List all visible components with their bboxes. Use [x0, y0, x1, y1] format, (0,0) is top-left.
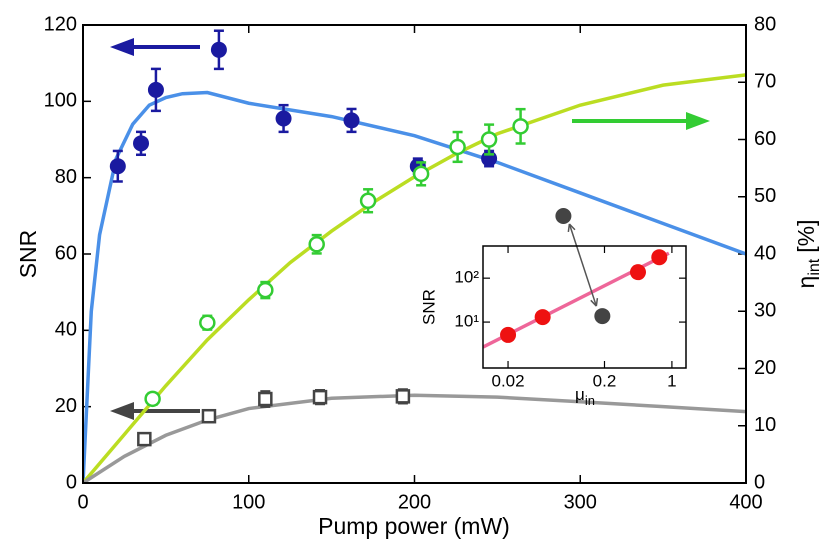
inset-x-tick-label: 0.2 [593, 371, 617, 390]
svg-text:ηint[%]: ηint [%] [793, 220, 823, 289]
arrow-head [590, 298, 599, 307]
y2-tick-label: 50 [754, 185, 776, 207]
y-tick-label: 20 [55, 395, 77, 417]
inset-x-tick-label: 0.02 [491, 371, 524, 390]
inset-y-tick-label: 10¹ [454, 312, 479, 331]
y2-label-unit: [%] [793, 220, 819, 253]
y-tick-label: 80 [55, 166, 77, 188]
marker [412, 165, 430, 183]
inset-x-label-sub: in [585, 393, 595, 408]
inset-background [483, 246, 686, 368]
x-tick-label: 400 [729, 491, 762, 513]
marker [480, 131, 498, 148]
marker [512, 118, 529, 135]
marker [199, 314, 216, 331]
x-tick-label: 0 [77, 491, 88, 513]
y2-tick-label: 30 [754, 300, 776, 322]
marker [144, 390, 161, 408]
marker [147, 81, 164, 98]
arrows [110, 38, 710, 420]
y-tick-label: 40 [55, 319, 77, 341]
fit-line [83, 393, 746, 483]
inset-y-tick-label: 10² [454, 268, 479, 287]
y-tick-label: 100 [44, 90, 77, 112]
y2-label-main: η [793, 276, 819, 289]
y-tick-label: 120 [44, 13, 77, 35]
marker [137, 431, 152, 447]
marker [343, 112, 360, 129]
marker [449, 138, 466, 156]
marker [258, 391, 273, 407]
marker [308, 236, 325, 253]
marker [534, 309, 551, 326]
marker [133, 135, 150, 152]
y2-tick-label: 0 [754, 471, 765, 493]
marker [201, 408, 217, 424]
fit-line [83, 90, 746, 483]
inset-x-label-main: μ [575, 385, 585, 404]
marker [500, 326, 517, 343]
marker [594, 308, 611, 325]
marker [629, 264, 646, 281]
inset-arrow [567, 223, 599, 307]
y2-tick-label: 20 [754, 357, 776, 379]
y2-tick-label: 60 [754, 128, 776, 150]
marker [257, 281, 274, 299]
y2-tick-label: 80 [754, 13, 776, 35]
y-axis-label: SNR [15, 230, 41, 279]
inset-frame [482, 245, 687, 369]
y-tick-label: 60 [55, 242, 77, 264]
marker [210, 41, 227, 58]
inset-x-label: μin [575, 385, 595, 408]
y2-tick-label: 10 [754, 414, 776, 436]
arrow-head [567, 223, 576, 233]
y2-tick-label: 70 [754, 71, 776, 93]
plot-frame [82, 24, 747, 484]
y2-axis-label: ηint [%] [793, 220, 823, 289]
marker [275, 110, 292, 127]
y-tick-label: 0 [66, 471, 77, 493]
x-tick-label: 200 [398, 491, 431, 513]
x-axis-label: Pump power (mW) [318, 513, 510, 539]
inset-x-tick-label: 1 [667, 371, 676, 390]
x-tick-label: 100 [232, 491, 265, 513]
y2-label-sub: int [806, 258, 823, 275]
marker [395, 389, 411, 404]
arrow-shaft [568, 223, 598, 307]
x-tick-label: 300 [564, 491, 597, 513]
marker [651, 249, 668, 266]
y2-tick-label: 40 [754, 242, 776, 264]
marker [109, 158, 126, 175]
marker [359, 192, 377, 210]
fit-line [83, 73, 746, 483]
marker [555, 208, 572, 225]
inset-y-label: SNR [419, 289, 438, 325]
marker [312, 389, 328, 405]
